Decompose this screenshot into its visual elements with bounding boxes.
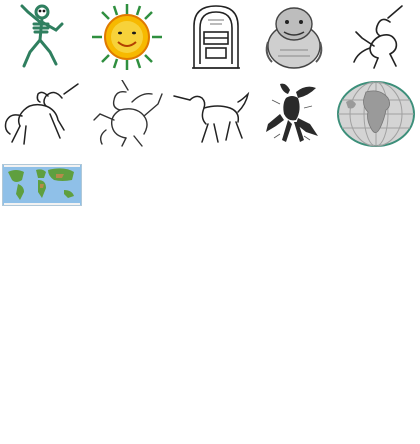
jukebox-icon: [192, 5, 240, 69]
dancing-skeleton-icon: [20, 4, 64, 68]
dancing-skeleton-thumbnail[interactable]: [4, 2, 78, 72]
smiling-sun-thumbnail[interactable]: [88, 2, 166, 72]
rearing-unicorn-thumbnail[interactable]: [2, 80, 82, 148]
globe-thumbnail[interactable]: [336, 80, 416, 148]
unicorn-icon: [93, 80, 163, 147]
demon-sketch-icon: [266, 83, 318, 142]
jukebox-thumbnail[interactable]: [180, 2, 252, 72]
troll-thumbnail[interactable]: [262, 2, 326, 72]
unicorn-icon: [173, 91, 250, 143]
troll-icon: [265, 7, 323, 69]
unicorn-trotting-thumbnail[interactable]: [172, 80, 250, 148]
unicorn-icon: [353, 5, 403, 69]
world-map-thumbnail[interactable]: [2, 164, 82, 206]
smiling-sun-icon: [92, 4, 162, 70]
globe-icon: [337, 81, 415, 147]
rearing-unicorn-small-thumbnail[interactable]: [344, 2, 416, 72]
unicorn-icon: [4, 83, 79, 145]
world-map-icon: [2, 164, 82, 206]
heraldic-unicorn-thumbnail[interactable]: [92, 80, 166, 148]
winged-demon-thumbnail[interactable]: [262, 80, 324, 148]
